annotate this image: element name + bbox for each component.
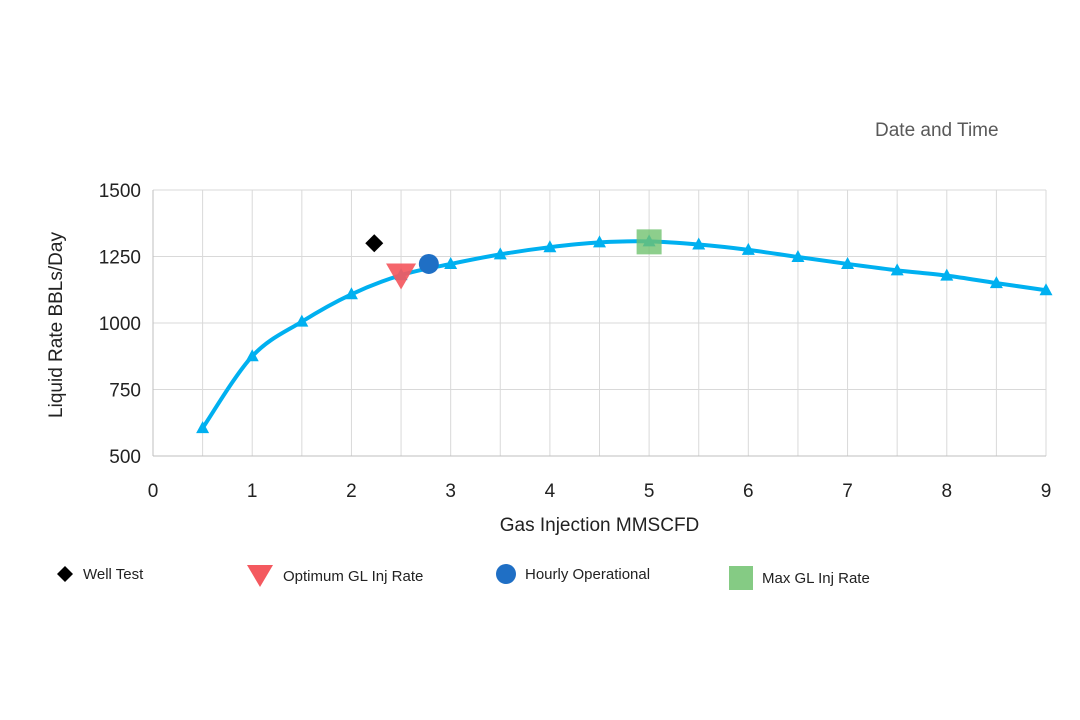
x-tick-label: 9	[1041, 481, 1052, 502]
plot-area: 0 1 2 3 4 5 6 7 8 9 500 750 1000 1250 1500 Gas Injecti…	[46, 181, 1053, 536]
y-tick-label: 750	[109, 381, 141, 402]
series-points	[196, 234, 1053, 434]
legend-label-optimum: Optimum GL Inj Rate	[283, 567, 424, 585]
data-point	[295, 314, 309, 327]
legend-label-hourly: Hourly Operational	[525, 565, 651, 583]
series-line	[200, 239, 1047, 430]
series-curve	[200, 239, 1047, 430]
marker-well-test	[365, 234, 384, 253]
legend-item-max: Max GL Inj Rate	[728, 565, 870, 591]
marker-max	[636, 229, 662, 255]
y-tick-label: 1000	[99, 314, 141, 335]
x-tick-label: 8	[941, 481, 952, 502]
square-icon	[729, 566, 753, 590]
legend-item-optimum: Optimum GL Inj Rate	[245, 563, 423, 589]
data-point	[989, 276, 1003, 289]
data-point	[593, 235, 606, 248]
data-point	[841, 256, 855, 269]
y-tick-label: 1500	[99, 181, 141, 202]
data-point	[196, 421, 210, 434]
x-tick-label: 6	[743, 481, 754, 502]
special-markers	[365, 229, 662, 290]
x-tick-label: 3	[445, 481, 456, 502]
data-point	[1039, 283, 1053, 296]
legend-item-well-test: Well Test	[55, 564, 143, 584]
data-point	[444, 256, 458, 269]
x-tick-label: 5	[644, 481, 655, 502]
data-point	[741, 242, 755, 255]
grid	[152, 189, 1047, 457]
legend-label-max: Max GL Inj Rate	[762, 569, 870, 587]
tick-labels: 0 1 2 3 4 5 6 7 8 9 500 750 1000 1250 1500	[99, 181, 1052, 502]
legend-label-well-test: Well Test	[83, 565, 144, 583]
x-axis-label: Gas Injection MMSCFD	[500, 515, 700, 536]
x-tick-label: 1	[247, 481, 258, 502]
legend-item-hourly: Hourly Operational	[495, 563, 650, 585]
data-point	[940, 268, 954, 281]
y-tick-label: 1250	[99, 248, 141, 269]
date-time-label: Date and Time	[875, 120, 999, 141]
data-point	[493, 247, 507, 260]
x-tick-label: 2	[346, 481, 357, 502]
x-tick-label: 7	[842, 481, 853, 502]
axes	[152, 190, 1046, 457]
marker-optimum	[386, 263, 417, 290]
x-tick-label: 0	[148, 481, 159, 502]
data-point	[890, 263, 904, 276]
data-point	[692, 237, 706, 250]
x-tick-label: 4	[545, 481, 556, 502]
diamond-icon	[57, 566, 73, 582]
triangle-down-icon	[247, 565, 273, 587]
data-point	[344, 287, 358, 300]
y-axis-label: Liquid Rate BBLs/Day	[46, 232, 67, 418]
circle-icon	[496, 564, 516, 584]
data-point	[245, 349, 259, 362]
y-tick-label: 500	[109, 447, 141, 468]
data-point	[791, 250, 805, 263]
legend: Well Test Optimum GL Inj Rate Hourly Ope…	[0, 555, 1080, 605]
marker-hourly	[418, 253, 439, 274]
data-point	[543, 240, 557, 253]
